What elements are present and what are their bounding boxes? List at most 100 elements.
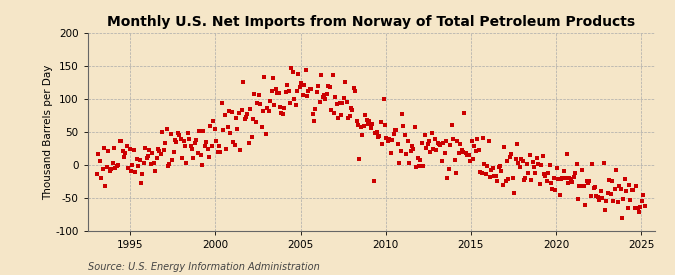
Point	[205, 124, 216, 128]
Point	[213, 144, 224, 148]
Point	[225, 130, 236, 135]
Point	[482, 164, 493, 168]
Point	[165, 132, 176, 136]
Point	[558, 168, 569, 173]
Point	[615, 187, 626, 191]
Point	[100, 184, 111, 188]
Point	[296, 81, 306, 85]
Point	[249, 92, 260, 96]
Point	[92, 172, 103, 176]
Point	[248, 117, 259, 121]
Point	[154, 149, 165, 153]
Point	[327, 73, 338, 77]
Point	[176, 137, 186, 142]
Point	[524, 153, 535, 158]
Point	[536, 162, 547, 167]
Point	[211, 139, 221, 144]
Point	[506, 151, 516, 156]
Point	[571, 161, 582, 166]
Point	[356, 125, 367, 129]
Point	[329, 111, 340, 116]
Point	[540, 173, 551, 178]
Point	[360, 113, 371, 117]
Point	[324, 85, 335, 89]
Point	[508, 176, 518, 180]
Point	[584, 179, 595, 183]
Point	[297, 92, 308, 97]
Point	[412, 156, 423, 160]
Point	[167, 158, 178, 163]
Point	[421, 146, 431, 151]
Point	[194, 129, 205, 134]
Point	[338, 96, 349, 100]
Point	[563, 181, 574, 185]
Point	[317, 95, 328, 100]
Point	[340, 79, 351, 84]
Point	[381, 135, 392, 140]
Point	[150, 169, 161, 173]
Point	[469, 144, 480, 148]
Point	[158, 147, 169, 152]
Point	[517, 159, 528, 163]
Point	[581, 179, 592, 184]
Point	[424, 139, 435, 144]
Point	[486, 168, 497, 172]
Point	[485, 174, 495, 179]
Point	[583, 181, 593, 185]
Point	[348, 86, 359, 91]
Point	[195, 152, 206, 157]
Point	[388, 132, 399, 136]
Point	[535, 182, 545, 186]
Point	[101, 165, 112, 169]
Point	[259, 75, 270, 79]
Point	[266, 89, 277, 94]
Point	[124, 146, 135, 151]
Point	[252, 101, 263, 105]
Point	[553, 177, 564, 182]
Point	[459, 111, 470, 116]
Point	[462, 153, 472, 157]
Point	[283, 89, 294, 93]
Point	[639, 204, 650, 208]
Point	[180, 144, 190, 148]
Point	[208, 118, 219, 123]
Point	[391, 128, 402, 132]
Point	[632, 205, 643, 210]
Point	[250, 120, 261, 124]
Point	[379, 123, 390, 128]
Point	[470, 149, 481, 153]
Point	[190, 141, 200, 145]
Point	[483, 138, 494, 143]
Point	[310, 107, 321, 111]
Point	[472, 137, 483, 141]
Point	[638, 193, 649, 197]
Point	[443, 167, 454, 171]
Point	[364, 119, 375, 123]
Point	[130, 169, 140, 174]
Point	[572, 196, 583, 201]
Point	[549, 176, 560, 180]
Point	[513, 161, 524, 166]
Point	[169, 138, 180, 142]
Point	[611, 167, 622, 172]
Point	[343, 116, 354, 120]
Point	[556, 177, 566, 182]
Point	[628, 188, 639, 192]
Point	[394, 161, 404, 166]
Point	[306, 87, 317, 91]
Point	[588, 186, 599, 191]
Point	[256, 125, 267, 130]
Point	[408, 146, 418, 151]
Point	[550, 188, 561, 192]
Point	[269, 103, 279, 107]
Point	[280, 90, 291, 94]
Point	[136, 181, 146, 186]
Point	[587, 161, 597, 166]
Point	[367, 121, 377, 126]
Point	[481, 172, 491, 176]
Point	[275, 105, 286, 109]
Point	[452, 139, 463, 144]
Point	[625, 197, 636, 202]
Point	[219, 112, 230, 117]
Point	[142, 154, 153, 158]
